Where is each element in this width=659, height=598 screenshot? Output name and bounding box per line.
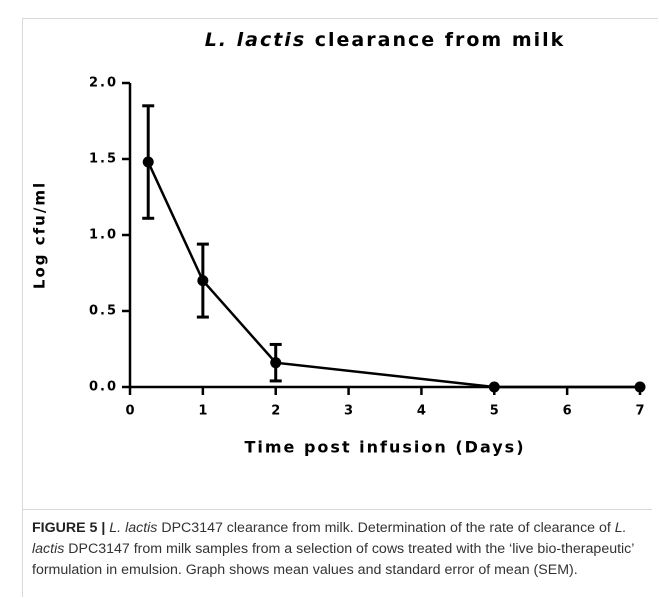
data-point bbox=[488, 381, 500, 393]
x-tick-label: 1 bbox=[198, 404, 209, 419]
caption-segment: FIGURE 5 | bbox=[32, 520, 110, 536]
x-tick-label: 2 bbox=[271, 404, 282, 419]
caption-segment: L. lactis bbox=[32, 520, 627, 557]
chart-title: L. lactis clearance from milk bbox=[205, 29, 566, 51]
caption-segment: DPC3147 clearance from milk. Determinati… bbox=[157, 520, 615, 536]
figure-frame bbox=[22, 18, 658, 597]
caption-segment: L. lactis bbox=[109, 520, 158, 536]
y-tick-label: 2.0 bbox=[89, 76, 118, 91]
data-line bbox=[147, 161, 640, 389]
x-axis-label: Time post infusion (Days) bbox=[244, 438, 525, 457]
title-italic: L. lactis bbox=[205, 29, 306, 51]
caption: FIGURE 5 | L. lactis DPC3147 clearance f… bbox=[22, 509, 652, 581]
data-point bbox=[270, 357, 282, 369]
y-tick-label: 1.5 bbox=[89, 152, 118, 167]
y-axis-label: Log cfu/ml bbox=[31, 181, 49, 289]
x-tick-label: 3 bbox=[344, 404, 355, 419]
data-point bbox=[634, 381, 646, 393]
data-point bbox=[142, 156, 154, 168]
y-tick-label: 0.5 bbox=[89, 304, 118, 319]
title-text: clearance from milk bbox=[315, 29, 566, 51]
y-tick-label: 1.0 bbox=[89, 228, 118, 243]
y-tick-label: 0.0 bbox=[89, 380, 118, 395]
caption-segment: DPC3147 from milk samples from a selecti… bbox=[32, 541, 634, 578]
data-point bbox=[197, 275, 209, 287]
x-tick-label: 5 bbox=[490, 404, 501, 419]
x-tick-label: 4 bbox=[417, 404, 428, 419]
x-tick-label: 0 bbox=[125, 404, 136, 419]
chart: L. lactis clearance from milk Time post … bbox=[31, 29, 646, 457]
x-tick-label: 7 bbox=[635, 404, 646, 419]
x-tick-label: 6 bbox=[563, 404, 574, 419]
